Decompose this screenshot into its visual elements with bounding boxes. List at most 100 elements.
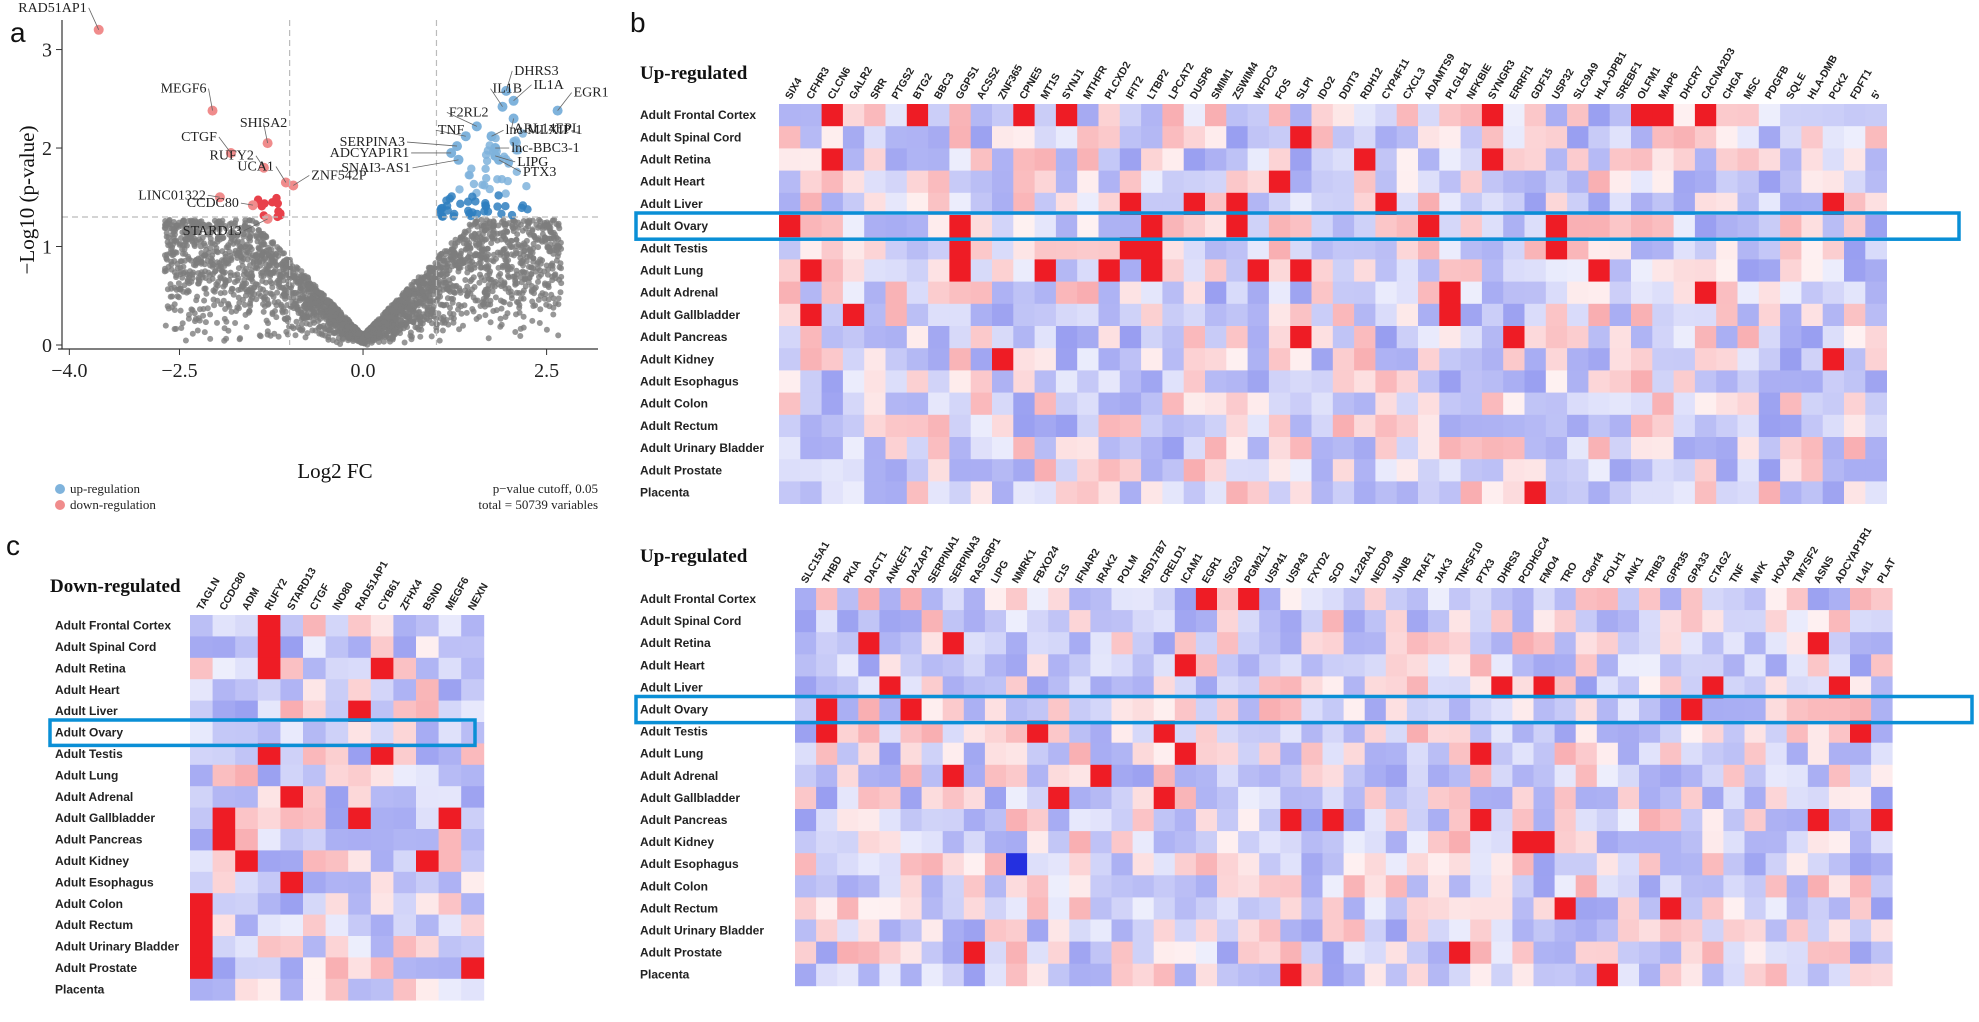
- heatmap-cell: [1153, 588, 1176, 611]
- data-point-nonsignificant: [214, 319, 220, 326]
- heatmap-cell: [1503, 437, 1525, 460]
- heatmap-cell: [885, 326, 908, 349]
- heatmap-cell: [992, 326, 1014, 349]
- heatmap-cell: [1217, 853, 1239, 876]
- gene-label-megf6: MEGF6: [161, 82, 207, 97]
- heatmap-cell: [1567, 392, 1589, 416]
- heatmap-cell: [1822, 148, 1845, 171]
- heatmap-cell: [879, 831, 901, 854]
- heatmap-cell: [963, 897, 986, 920]
- heatmap-cell: [1385, 919, 1408, 942]
- heatmap-cell: [1055, 459, 1078, 482]
- heatmap-cell: [779, 481, 801, 504]
- heatmap-cell: [1055, 481, 1078, 504]
- data-point-nonsignificant: [273, 261, 280, 268]
- data-point-nonsignificant: [238, 245, 245, 252]
- heatmap-cell: [1034, 170, 1057, 194]
- heatmap-cell: [257, 722, 281, 744]
- data-point-downregulated: [257, 202, 266, 211]
- data-point-nonsignificant: [173, 272, 180, 279]
- heatmap-cell: [1141, 281, 1163, 305]
- heatmap-cell: [1354, 459, 1376, 482]
- heatmap-cell: [1077, 459, 1099, 482]
- heatmap-cell: [1048, 897, 1070, 920]
- row-label: Adult Lung: [640, 747, 703, 761]
- row-label: Adult Ovary: [640, 219, 708, 233]
- heatmap-cell: [1716, 414, 1738, 438]
- data-point-nonsignificant: [168, 238, 175, 245]
- heatmap-cell: [1533, 809, 1555, 832]
- heatmap-cell: [1013, 414, 1035, 438]
- heatmap-cell: [1280, 588, 1302, 611]
- heatmap-cell: [1780, 215, 1802, 238]
- heatmap-cell: [257, 786, 281, 808]
- data-point-nonsignificant: [168, 304, 175, 311]
- gene-label-f2rl2: F2RL2: [449, 105, 489, 120]
- data-point-nonsignificant: [545, 296, 552, 303]
- heatmap-cell: [1226, 259, 1248, 282]
- data-point-nonsignificant: [464, 283, 471, 290]
- heatmap-cell: [1631, 459, 1653, 482]
- heatmap-cell: [970, 281, 993, 305]
- data-point-upregulated: [497, 175, 507, 184]
- heatmap-cell: [1013, 370, 1035, 393]
- heatmap-cell: [1301, 941, 1323, 965]
- heatmap-cell: [821, 215, 844, 238]
- heatmap-cell: [1027, 941, 1049, 965]
- heatmap-cell: [1786, 610, 1809, 633]
- heatmap-cell: [1694, 481, 1717, 504]
- heatmap-cell: [1460, 326, 1483, 349]
- heatmap-cell: [842, 459, 865, 482]
- heatmap-cell: [1153, 632, 1176, 655]
- heatmap-cell: [1554, 941, 1577, 965]
- heatmap-cell: [1801, 259, 1824, 282]
- row-label: Placenta: [640, 485, 690, 499]
- heatmap-cell: [1027, 875, 1049, 898]
- heatmap-cell: [800, 459, 822, 482]
- heatmap-cell: [1375, 370, 1398, 393]
- heatmap-cell: [837, 632, 859, 655]
- heatmap-cell: [1588, 348, 1611, 371]
- heatmap-cell: [1268, 215, 1291, 238]
- heatmap-cell: [1617, 786, 1640, 810]
- heatmap-cell: [1034, 104, 1057, 127]
- heatmap-cell: [1132, 632, 1155, 655]
- data-point-nonsignificant: [265, 320, 271, 327]
- heatmap-cell: [1174, 963, 1197, 987]
- heatmap-cell: [1702, 588, 1724, 611]
- row-label: Adult Esophagus: [640, 374, 739, 388]
- heatmap-cell: [1354, 281, 1376, 305]
- heatmap-cell: [1765, 588, 1788, 611]
- data-point-nonsignificant: [197, 243, 204, 250]
- heatmap-cell: [1406, 610, 1429, 633]
- heatmap-cell: [348, 850, 372, 873]
- heatmap-cell: [1491, 853, 1513, 876]
- heatmap-cell: [949, 259, 972, 282]
- heatmap-cell: [1660, 853, 1682, 876]
- heatmap-cell: [942, 632, 965, 655]
- heatmap-cell: [1027, 809, 1049, 832]
- heatmap-cell: [1153, 654, 1176, 677]
- gene-label-il1b: IL1B: [493, 82, 523, 97]
- heatmap-cell: [1545, 170, 1568, 194]
- heatmap-cell: [1375, 481, 1398, 504]
- data-point-nonsignificant: [207, 335, 214, 342]
- heatmap-cell: [1660, 831, 1682, 854]
- heatmap-cell: [800, 370, 822, 393]
- heatmap-cell: [1660, 764, 1682, 788]
- heatmap-cell: [1491, 875, 1513, 898]
- heatmap-cell: [1545, 215, 1568, 238]
- heatmap-cell: [1609, 326, 1632, 349]
- heatmap-cell: [1247, 259, 1270, 282]
- heatmap-cell: [190, 764, 213, 787]
- heatmap-cell: [348, 871, 372, 894]
- heatmap-cell: [280, 722, 304, 744]
- heatmap-cell: [1111, 698, 1133, 721]
- heatmap-cell: [1470, 941, 1492, 965]
- heatmap-cell: [280, 871, 304, 894]
- heatmap-cell: [235, 850, 259, 873]
- heatmap-cell: [1491, 610, 1513, 633]
- data-point-nonsignificant: [305, 283, 312, 290]
- heatmap-cell: [1503, 148, 1525, 171]
- heatmap-cell: [1439, 392, 1461, 416]
